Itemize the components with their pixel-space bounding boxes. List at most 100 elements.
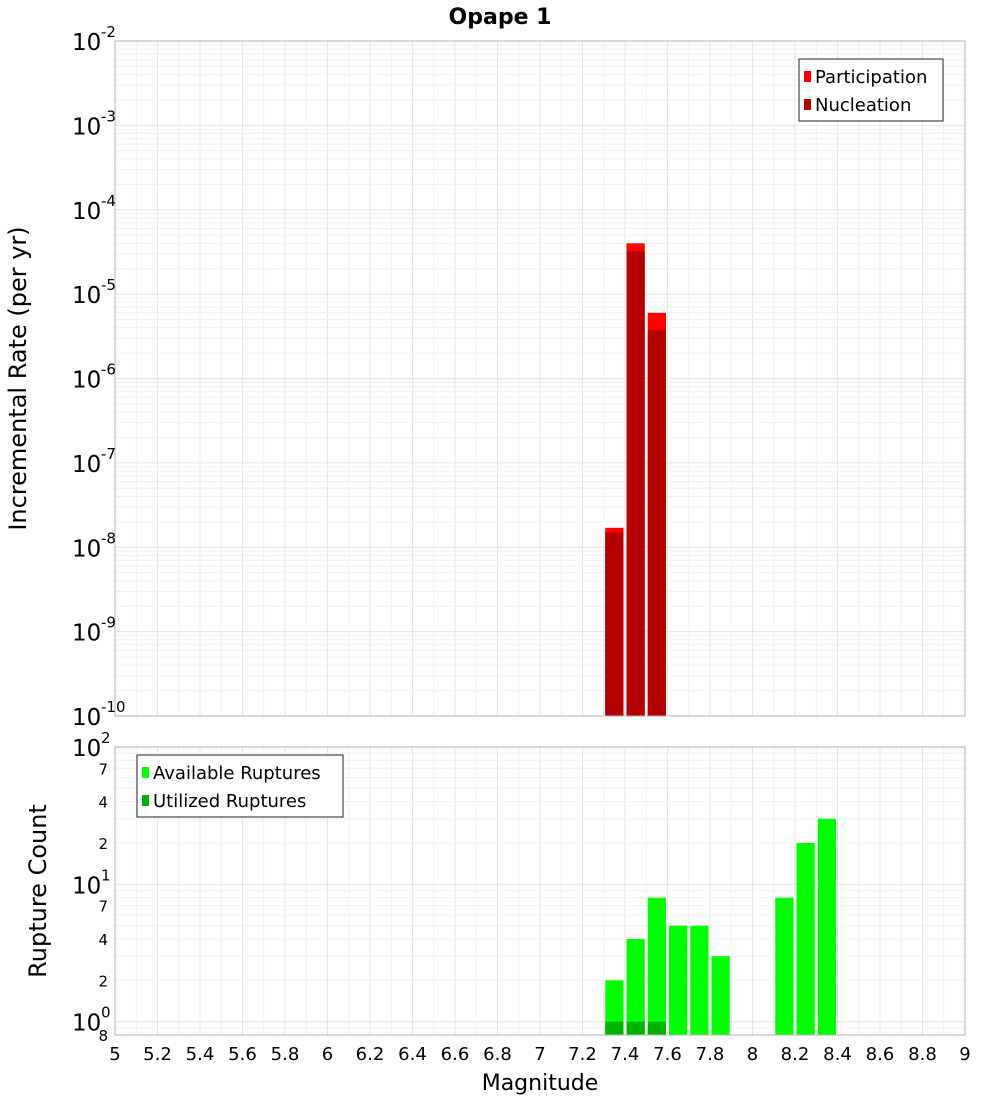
rate-panel-frame	[114, 40, 966, 717]
x-axis-ticks: 5 5.2 5.4 5.6 5.8 6 6.2 6.4 6.6 6.8 7 7.2 7.4 7.6 7.8 8…	[109, 1044, 970, 1065]
count-bar-available-ruptures	[796, 843, 815, 1035]
y-tick-label: 10 -5	[72, 276, 116, 309]
x-tick-label: 5.4	[186, 1044, 215, 1065]
y-minor-tick-label: 2	[98, 972, 108, 990]
y-tick-base: 10	[72, 736, 101, 762]
y-tick-label: 10 1	[72, 866, 111, 899]
legend-box	[798, 58, 944, 122]
y-tick-label: 10 -9	[72, 614, 116, 647]
count-panel-y-label: Rupture Count	[24, 804, 52, 978]
x-tick-label: 5.2	[143, 1044, 172, 1065]
rate-panel-y-label: Incremental Rate (per yr)	[4, 226, 32, 530]
count-bar-available-ruptures	[775, 897, 794, 1035]
y-tick-base: 10	[72, 452, 101, 478]
legend-label: Participation	[815, 67, 927, 88]
y-tick-exponent: 1	[101, 866, 111, 884]
legend-swatch	[804, 99, 811, 110]
legend-label: Utilized Ruptures	[153, 791, 306, 812]
y-tick-label: 10 -2	[72, 23, 116, 56]
x-tick-label: 6.2	[356, 1044, 385, 1065]
y-tick-exponent: 2	[101, 729, 111, 747]
legend-swatch	[142, 795, 149, 806]
legend-label: Nucleation	[815, 95, 911, 116]
y-tick-exponent: -2	[101, 23, 116, 41]
x-tick-label: 7	[534, 1044, 545, 1065]
x-tick-label: 5	[109, 1044, 120, 1065]
rate-bar-nucleation	[626, 251, 645, 716]
y-tick-exponent: -10	[101, 698, 126, 716]
count-panel-legend: Available Ruptures Utilized Ruptures	[136, 754, 344, 818]
rate-panel-legend: Participation Nucleation	[798, 58, 944, 122]
legend-swatch	[804, 71, 811, 82]
y-tick-label: 10 -8	[72, 529, 116, 562]
y-minor-tick-label: 7	[98, 898, 108, 916]
chart-title: Opape 1	[449, 5, 552, 30]
x-tick-label: 8.8	[908, 1044, 937, 1065]
count-bar-available-ruptures	[690, 925, 709, 1035]
y-tick-exponent: -7	[101, 445, 116, 463]
x-tick-label: 5.6	[228, 1044, 257, 1065]
count-bar-utilized-ruptures	[626, 1021, 645, 1035]
rate-panel-bars	[605, 243, 666, 717]
count-panel-frame	[114, 746, 966, 1036]
x-tick-label: 7.2	[568, 1044, 597, 1065]
x-tick-label: 8	[747, 1044, 758, 1065]
x-tick-label: 7.4	[611, 1044, 640, 1065]
y-tick-exponent: 0	[101, 1004, 111, 1022]
legend-swatch	[142, 767, 149, 778]
x-tick-label: 8.4	[823, 1044, 852, 1065]
x-tick-label: 6	[322, 1044, 333, 1065]
count-bar-utilized-ruptures	[647, 1021, 666, 1035]
count-panel-bars	[605, 818, 836, 1035]
y-tick-label: 10 -6	[72, 361, 116, 394]
y-minor-tick-label: 8	[98, 1027, 108, 1045]
x-tick-label: 6.8	[483, 1044, 512, 1065]
y-tick-base: 10	[72, 873, 101, 899]
count-bar-available-ruptures	[669, 925, 688, 1035]
y-minor-tick-label: 4	[98, 794, 108, 812]
y-minor-tick-label: 4	[98, 931, 108, 949]
x-tick-label: 9	[959, 1044, 970, 1065]
y-tick-exponent: -4	[101, 192, 116, 210]
y-tick-base: 10	[72, 30, 101, 56]
y-tick-base: 10	[72, 705, 101, 731]
count-bar-available-ruptures	[711, 956, 730, 1035]
y-tick-base: 10	[72, 114, 101, 140]
rate-bar-nucleation	[605, 532, 624, 716]
x-tick-label: 7.8	[696, 1044, 725, 1065]
x-tick-label: 6.6	[441, 1044, 470, 1065]
y-tick-base: 10	[72, 283, 101, 309]
y-tick-exponent: -3	[101, 107, 116, 125]
x-tick-label: 6.4	[398, 1044, 427, 1065]
x-tick-label: 8.2	[781, 1044, 810, 1065]
y-tick-base: 10	[72, 536, 101, 562]
count-bar-available-ruptures	[626, 939, 645, 1035]
y-tick-label: 10 -3	[72, 107, 116, 140]
y-minor-tick-label: 2	[98, 835, 108, 853]
count-bar-available-ruptures	[817, 818, 836, 1035]
x-tick-label: 8.6	[866, 1044, 895, 1065]
y-minor-tick-label: 7	[98, 760, 108, 778]
y-tick-base: 10	[72, 368, 101, 394]
x-axis-label: Magnitude	[482, 1071, 599, 1096]
y-tick-exponent: -9	[101, 614, 116, 632]
y-tick-exponent: -8	[101, 529, 116, 547]
y-tick-label: 10 2	[72, 729, 111, 762]
legend-label: Available Ruptures	[153, 763, 321, 784]
rate-bar-nucleation	[647, 329, 666, 716]
y-tick-base: 10	[72, 199, 101, 225]
count-bar-utilized-ruptures	[605, 1021, 624, 1035]
y-tick-exponent: -6	[101, 361, 116, 379]
legend-box	[136, 754, 344, 818]
rate-panel-grid	[114, 40, 966, 717]
y-tick-label: 10 0	[72, 1004, 111, 1037]
y-tick-exponent: -5	[101, 276, 116, 294]
count-bar-available-ruptures	[605, 980, 624, 1035]
y-tick-label: 10 -10	[72, 698, 126, 731]
y-tick-label: 10 -4	[72, 192, 116, 225]
